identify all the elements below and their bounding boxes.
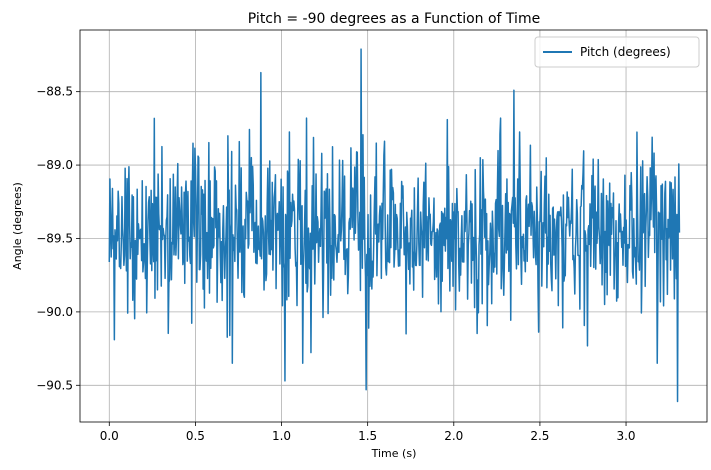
y-tick-label: −90.0 [36, 305, 73, 319]
chart-title: Pitch = -90 degrees as a Function of Tim… [248, 11, 540, 27]
legend: Pitch (degrees) [534, 36, 700, 68]
x-axis: 0.0 0.5 1.0 1.5 2.0 2.5 3.0 [100, 422, 636, 443]
x-tick-label: 3.0 [616, 429, 635, 443]
x-tick-label: 0.0 [100, 429, 119, 443]
series-layer [108, 48, 681, 403]
x-tick-label: 1.5 [358, 429, 377, 443]
pitch-series-line [108, 48, 681, 403]
x-tick-label: 0.5 [186, 429, 205, 443]
y-tick-label: −89.5 [36, 231, 73, 245]
x-axis-label: Time (s) [371, 447, 417, 460]
plot-area [79, 29, 708, 423]
x-tick-label: 2.0 [444, 429, 463, 443]
y-tick-label: −88.5 [36, 85, 73, 99]
y-axis-label: Angle (degrees) [11, 182, 24, 270]
plot-frame [79, 29, 708, 423]
y-axis: −88.5 −89.0 −89.5 −90.0 −90.5 [36, 85, 80, 392]
legend-box [534, 36, 700, 68]
y-tick-label: −89.0 [36, 158, 73, 172]
legend-label: Pitch (degrees) [580, 45, 671, 59]
x-tick-label: 2.5 [530, 429, 549, 443]
x-tick-label: 1.0 [272, 429, 291, 443]
y-tick-label: −90.5 [36, 378, 73, 392]
